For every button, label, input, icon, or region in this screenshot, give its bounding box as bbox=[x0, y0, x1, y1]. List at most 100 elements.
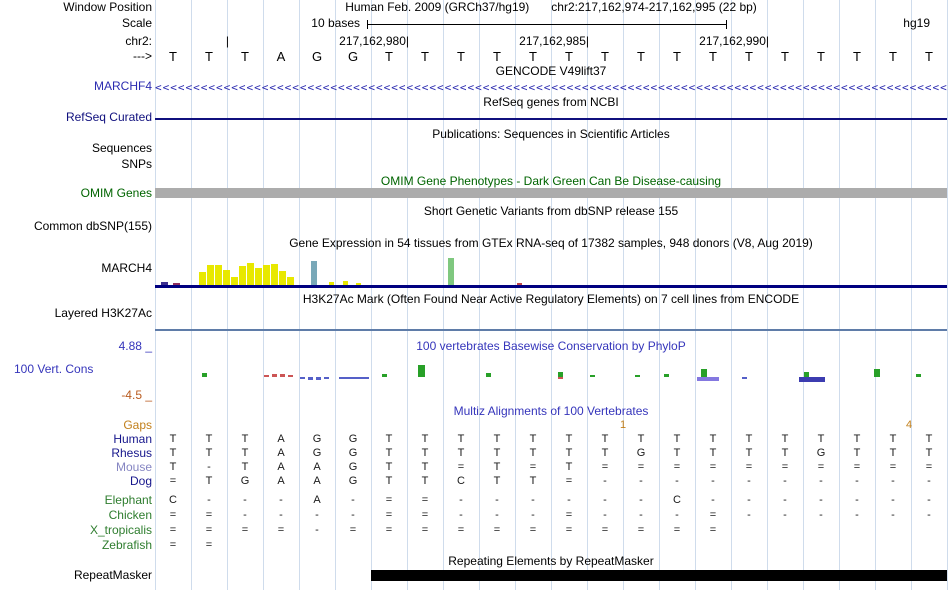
track-title-multiz[interactable]: Multiz Alignments of 100 Vertebrates bbox=[453, 404, 649, 418]
gtex-expression-bar[interactable] bbox=[287, 277, 294, 285]
phylop-min-value: -4.5 _ bbox=[121, 388, 152, 402]
gtex-expression-bar[interactable] bbox=[161, 282, 168, 285]
gtex-expression-bar[interactable] bbox=[448, 258, 454, 285]
gtex-expression-bar[interactable] bbox=[255, 268, 262, 285]
alignment-base: T bbox=[745, 447, 753, 459]
phylop-mark bbox=[803, 372, 809, 377]
track-title-gencode[interactable]: GENCODE V49lift37 bbox=[495, 64, 607, 78]
alignment-base: = bbox=[673, 461, 681, 473]
species-label-elephant[interactable]: Elephant bbox=[104, 493, 152, 507]
repeat-element-bar[interactable] bbox=[371, 570, 947, 581]
alignment-base: - bbox=[351, 494, 355, 506]
sequence-base: T bbox=[169, 49, 177, 64]
alignment-base: = bbox=[421, 524, 429, 536]
track-title-h3k27ac[interactable]: H3K27Ac Mark (Often Found Near Active Re… bbox=[302, 292, 800, 306]
track-label-refseq-curated[interactable]: RefSeq Curated bbox=[65, 110, 152, 124]
species-label-mouse[interactable]: Mouse bbox=[115, 460, 152, 474]
alignment-base: = bbox=[169, 539, 177, 551]
gtex-expression-bar[interactable] bbox=[239, 266, 246, 285]
track-label-march4[interactable]: MARCH4 bbox=[101, 261, 152, 275]
alignment-base: T bbox=[385, 433, 393, 445]
alignment-base: - bbox=[819, 475, 823, 487]
genome-build-label: hg19 bbox=[903, 16, 930, 30]
gene-strand-arrows[interactable]: <<<<<<<<<<<<<<<<<<<<<<<<<<<<<<<<<<<<<<<<… bbox=[155, 81, 947, 94]
gtex-expression-bar[interactable] bbox=[517, 283, 522, 285]
alignment-base: - bbox=[315, 524, 319, 536]
gtex-expression-bar[interactable] bbox=[356, 283, 361, 285]
sequence-base: T bbox=[673, 49, 681, 64]
alignment-base: - bbox=[639, 475, 643, 487]
gtex-expression-bar[interactable] bbox=[311, 261, 317, 285]
sequence-base: T bbox=[925, 49, 933, 64]
sequence-base: T bbox=[457, 49, 465, 64]
alignment-base: = bbox=[205, 539, 213, 551]
track-label-100-vert-cons[interactable]: 100 Vert. Cons bbox=[14, 362, 94, 376]
phylop-mark bbox=[915, 374, 921, 377]
alignment-base: G bbox=[348, 433, 358, 445]
gtex-expression-bar[interactable] bbox=[247, 263, 254, 285]
alignment-base: T bbox=[565, 447, 573, 459]
track-label-common-dbsnp[interactable]: Common dbSNP(155) bbox=[33, 219, 152, 233]
track-title-omim[interactable]: OMIM Gene Phenotypes - Dark Green Can Be… bbox=[380, 174, 722, 188]
gtex-expression-bar[interactable] bbox=[263, 265, 270, 285]
species-label-rhesus[interactable]: Rhesus bbox=[111, 446, 152, 460]
alignment-base: - bbox=[531, 509, 535, 521]
gridline bbox=[299, 0, 300, 590]
gridline bbox=[155, 0, 156, 590]
alignment-base: - bbox=[819, 509, 823, 521]
track-label-snps[interactable]: SNPs bbox=[121, 157, 152, 171]
alignment-base: T bbox=[493, 475, 501, 487]
track-title-publications[interactable]: Publications: Sequences in Scientific Ar… bbox=[432, 127, 670, 141]
species-label-dog[interactable]: Dog bbox=[129, 474, 152, 488]
gtex-expression-bar[interactable] bbox=[279, 271, 286, 285]
alignment-base: = bbox=[421, 494, 429, 506]
alignment-base: - bbox=[747, 509, 751, 521]
gtex-expression-bar[interactable] bbox=[215, 265, 222, 285]
sequence-base: T bbox=[205, 49, 213, 64]
alignment-base: = bbox=[565, 475, 573, 487]
species-label-zebrafish[interactable]: Zebrafish bbox=[101, 538, 152, 552]
alignment-base: - bbox=[603, 475, 607, 487]
omim-gene-bar[interactable] bbox=[155, 188, 947, 198]
track-title-refseq[interactable]: RefSeq genes from NCBI bbox=[483, 95, 619, 109]
chrom-label: chr2: bbox=[125, 34, 152, 48]
strand-indicator[interactable]: ---> bbox=[133, 49, 152, 63]
gtex-expression-bar[interactable] bbox=[173, 283, 180, 285]
phylop-mark bbox=[315, 377, 321, 380]
alignment-base: T bbox=[745, 433, 753, 445]
gtex-expression-bar[interactable] bbox=[231, 277, 238, 285]
alignment-base: = bbox=[601, 524, 609, 536]
gtex-baseline bbox=[155, 285, 947, 288]
phylop-mark bbox=[201, 373, 207, 377]
track-label-omim-genes[interactable]: OMIM Genes bbox=[80, 186, 152, 200]
track-title-phylop[interactable]: 100 vertebrates Basewise Conservation by… bbox=[416, 339, 686, 353]
gtex-expression-bar[interactable] bbox=[199, 272, 206, 285]
alignment-base: = bbox=[421, 509, 429, 521]
scale-bar-right-tick bbox=[726, 20, 727, 29]
track-label-repeatmasker[interactable]: RepeatMasker bbox=[73, 568, 152, 582]
gtex-expression-bar[interactable] bbox=[343, 281, 348, 285]
species-label-chicken[interactable]: Chicken bbox=[108, 508, 152, 522]
alignment-base: - bbox=[855, 509, 859, 521]
gene-item-label-marchf4[interactable]: MARCHF4 bbox=[93, 79, 152, 93]
track-label-gaps[interactable]: Gaps bbox=[123, 418, 152, 432]
position-text: chr2:217,162,974-217,162,995 (22 bp) bbox=[551, 0, 757, 14]
track-title-repeatmasker[interactable]: Repeating Elements by RepeatMasker bbox=[448, 554, 654, 568]
species-label-human[interactable]: Human bbox=[113, 432, 152, 446]
gridline bbox=[731, 0, 732, 590]
track-label-layered-h3k27ac[interactable]: Layered H3K27Ac bbox=[54, 306, 152, 320]
gridline bbox=[911, 0, 912, 590]
gtex-expression-bar[interactable] bbox=[329, 282, 334, 285]
ruler-tick-label: | bbox=[225, 34, 229, 48]
track-title-dbsnp[interactable]: Short Genetic Variants from dbSNP releas… bbox=[423, 204, 679, 218]
alignment-base: = bbox=[565, 524, 573, 536]
track-label-sequences[interactable]: Sequences bbox=[91, 141, 152, 155]
gridline bbox=[407, 0, 408, 590]
track-title-gtex[interactable]: Gene Expression in 54 tissues from GTEx … bbox=[289, 236, 813, 250]
species-label-x_tropicalis[interactable]: X_tropicalis bbox=[89, 523, 152, 537]
gtex-expression-bar[interactable] bbox=[223, 270, 230, 285]
gtex-expression-bar[interactable] bbox=[271, 264, 278, 285]
gtex-expression-bar[interactable] bbox=[207, 265, 214, 285]
alignment-base: T bbox=[925, 433, 933, 445]
refseq-gene-line[interactable] bbox=[155, 118, 947, 120]
